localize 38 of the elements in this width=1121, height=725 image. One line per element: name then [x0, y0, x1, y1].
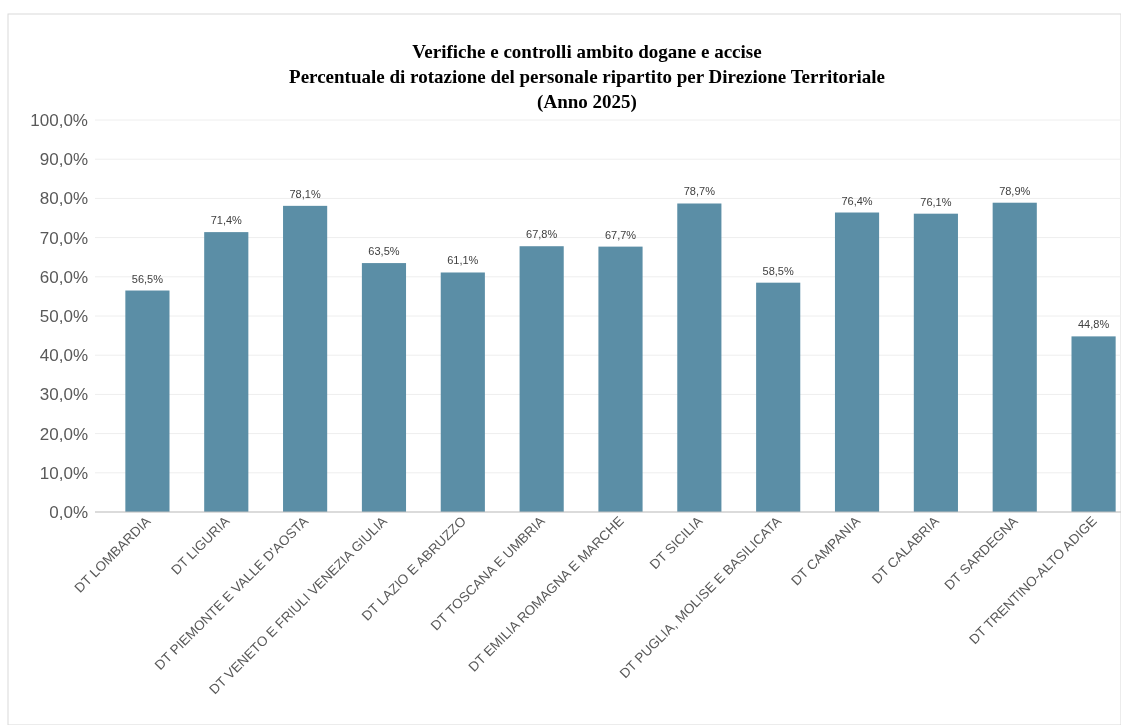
- bar: [913, 213, 958, 512]
- y-tick-label: 10,0%: [39, 463, 88, 483]
- data-label: 76,4%: [841, 194, 873, 207]
- bar: [204, 232, 249, 512]
- y-tick-label: 0,0%: [49, 503, 88, 522]
- data-label: 67,8%: [526, 228, 558, 241]
- data-label: 56,5%: [131, 272, 164, 285]
- y-tick-label: 40,0%: [39, 346, 88, 366]
- data-label: 71,4%: [210, 214, 243, 227]
- y-tick-label: 60,0%: [39, 267, 88, 287]
- data-label: 76,1%: [920, 195, 952, 208]
- bar: [440, 272, 485, 512]
- data-label: 78,1%: [289, 187, 321, 200]
- y-tick-label: 20,0%: [39, 424, 88, 444]
- data-label: 78,7%: [683, 185, 716, 198]
- chart-title: Verifiche e controlli ambito dogane e accise Percentuale di rotazione del personale ripartito per Direzione Territoriale (Anno 2025): [289, 41, 885, 113]
- bar: [1071, 336, 1116, 512]
- bar: [834, 212, 880, 512]
- y-tick-label: 50,0%: [39, 307, 88, 326]
- bar: [361, 263, 407, 512]
- bar: [519, 246, 564, 512]
- data-label: 44,8%: [1077, 318, 1110, 331]
- data-label: 63,5%: [368, 245, 400, 258]
- y-tick-label: 30,0%: [39, 385, 88, 405]
- bar: [677, 203, 722, 512]
- y-tick-label: 90,0%: [39, 150, 88, 170]
- bar: [283, 205, 328, 512]
- data-label: 61,1%: [447, 254, 479, 267]
- bar: [756, 282, 801, 512]
- y-tick-label: 100,0%: [30, 111, 88, 130]
- data-label: 58,5%: [762, 264, 794, 277]
- y-tick-label: 70,0%: [39, 228, 88, 248]
- y-tick-label: 80,0%: [39, 189, 88, 209]
- bar: [992, 202, 1037, 512]
- bar: [598, 246, 643, 512]
- data-label: 78,9%: [999, 184, 1031, 197]
- bar: [125, 290, 170, 512]
- data-label: 67,7%: [604, 228, 637, 241]
